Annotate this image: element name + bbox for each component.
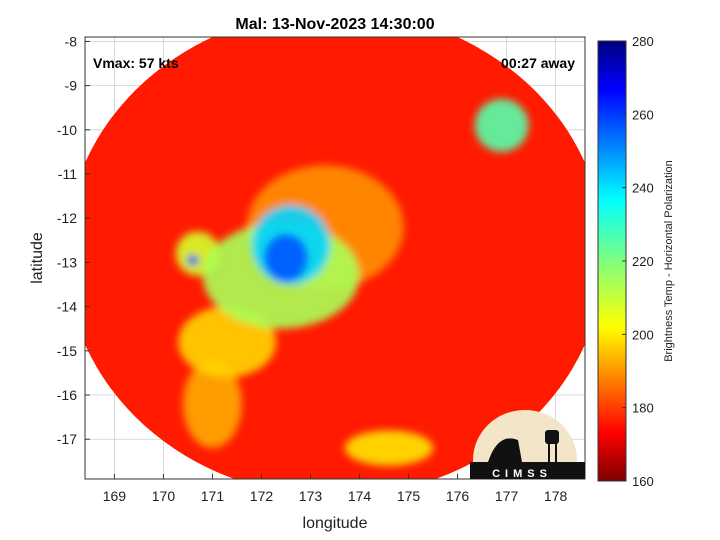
y-tick-label: -16 (57, 387, 77, 403)
x-axis-ticks: 169 170 171 172 173 174 175 176 177 178 (103, 474, 568, 504)
x-tick-label: 172 (250, 488, 274, 504)
x-tick-label: 174 (348, 488, 372, 504)
colorbar-tick-label: 280 (632, 34, 654, 49)
y-tick-label: -9 (65, 78, 78, 94)
y-tick-label: -14 (57, 299, 77, 315)
x-tick-label: 177 (495, 488, 519, 504)
y-tick-label: -13 (57, 254, 77, 270)
y-axis-ticks: -8 -9 -10 -11 -12 -13 -14 -15 -16 -17 (57, 33, 90, 447)
colorbar (597, 40, 627, 482)
tb-feature (474, 98, 529, 152)
y-tick-label: -15 (57, 343, 77, 359)
convection-features (175, 98, 529, 466)
y-tick-label: -11 (58, 166, 77, 182)
colorbar-tick-label: 200 (632, 327, 654, 342)
time-away-annotation: 00:27 away (501, 55, 575, 71)
tb-feature (344, 430, 434, 466)
colorbar-ticks: 280 260 240 220 200 180 160 (622, 34, 654, 489)
colorbar-tick-label: 220 (632, 254, 654, 269)
vmax-annotation: Vmax: 57 kts (93, 55, 179, 71)
x-axis-label: longitude (303, 515, 368, 532)
y-tick-label: -8 (65, 33, 78, 49)
colorbar-tick-label: 240 (632, 181, 654, 196)
plot-frame (84, 36, 586, 480)
x-tick-label: 171 (201, 488, 225, 504)
x-tick-label: 175 (397, 488, 421, 504)
y-tick-label: -12 (57, 210, 77, 226)
colorbar-label: Brightness Temp - Horizontal Polarizatio… (663, 160, 675, 362)
tb-feature (183, 359, 242, 449)
colorbar-tick-label: 160 (632, 474, 654, 489)
satellite-dish-icon (488, 438, 522, 462)
x-tick-label: 173 (299, 488, 323, 504)
x-tick-label: 176 (446, 488, 470, 504)
cimss-logo: CIMSS (470, 410, 585, 480)
water-tower-icon (545, 430, 559, 444)
y-tick-label: -17 (57, 431, 77, 447)
tb-feature (186, 254, 199, 266)
x-tick-label: 178 (544, 488, 568, 504)
y-tick-label: -10 (57, 122, 77, 138)
y-axis-label: latitude (29, 232, 46, 284)
colorbar-tick-label: 260 (632, 107, 654, 122)
x-tick-label: 170 (152, 488, 176, 504)
x-tick-label: 169 (103, 488, 127, 504)
tb-feature (263, 233, 309, 283)
logo-text: CIMSS (492, 468, 552, 480)
chart-title: Mal: 13-Nov-2023 14:30:00 (235, 16, 434, 33)
colorbar-tick-label: 180 (632, 401, 654, 416)
